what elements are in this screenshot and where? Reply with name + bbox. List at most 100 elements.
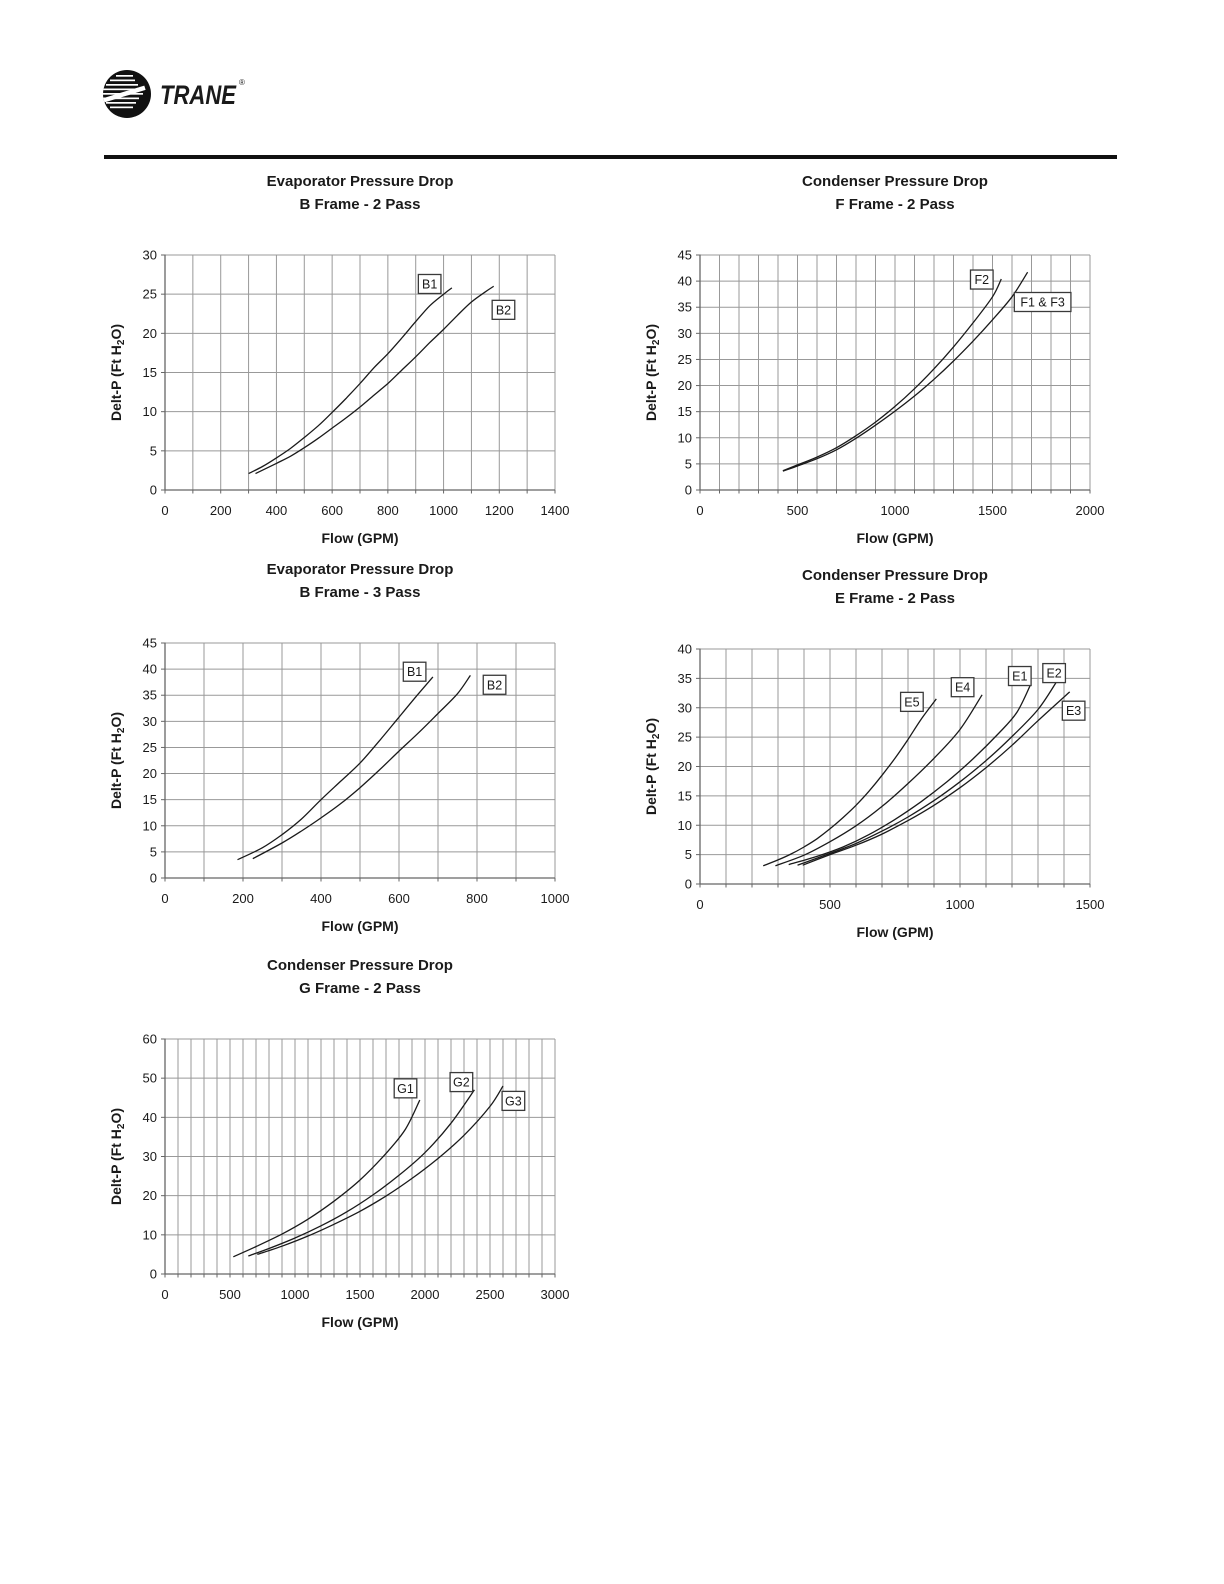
y-tick-label: 10: [143, 404, 157, 419]
curve-label-box-G1: [393, 1078, 418, 1099]
x-tick-label: 1000: [541, 891, 570, 906]
curve-label-box-E5: [899, 691, 924, 713]
chart-subtitle: F Frame - 2 Pass: [835, 196, 954, 213]
y-axis-title: Delt-P (Ft H2O): [643, 324, 662, 421]
curve-label-E4: E4: [955, 681, 970, 695]
y-tick-label: 30: [143, 248, 157, 263]
curve-E3: [802, 691, 1071, 866]
curve-label-G3: G3: [505, 1094, 522, 1108]
chart-condenser-e-frame-2-pass: 0 500 1000 1500 0 5 10 15 20 25 30 35 40 Condenser Pr…: [640, 557, 1110, 957]
curve-E2: [797, 681, 1058, 866]
chart-condenser-f-frame-2-pass: 0 500 1000 1500 2000 0 5 10 15 20 25 30 35 40 45 Conden…: [640, 163, 1110, 563]
y-tick-label: 40: [143, 662, 157, 677]
curve-label-box-B2: [482, 674, 507, 695]
chart-canvas-cond-g-2pass: 0 500 1000 1500 2000 2500 3000 0 10 20 30 40 50 60 Con…: [108, 957, 569, 1330]
y-tick-label: 5: [150, 844, 157, 859]
x-tick-label: 500: [819, 897, 841, 912]
chart-subtitle: B Frame - 2 Pass: [300, 196, 421, 213]
y-tick-label: 30: [678, 326, 692, 341]
curve-label-E2: E2: [1046, 667, 1061, 681]
y-tick-label: 50: [143, 1071, 157, 1086]
y-tick-label: 30: [143, 1149, 157, 1164]
y-tick-label: 5: [150, 443, 157, 458]
y-tick-label: 20: [143, 326, 157, 341]
curve-B2: [252, 675, 471, 860]
y-axis-title: Delt-P (Ft H2O): [643, 718, 662, 815]
x-tick-label: 800: [466, 891, 488, 906]
curve-label-G2: G2: [453, 1076, 470, 1090]
y-tick-label: 25: [678, 730, 692, 745]
y-tick-label: 60: [143, 1032, 157, 1047]
curve-label-box-E2: [1042, 662, 1067, 684]
curve-F1 & F3: [782, 271, 1029, 472]
y-tick-label: 35: [143, 688, 157, 703]
chart-title: Evaporator Pressure Drop: [267, 173, 454, 190]
curve-B2: [255, 285, 495, 475]
y-tick-label: 10: [143, 818, 157, 833]
y-tick-label: 40: [678, 274, 692, 289]
chart-condenser-g-frame-2-pass: 0 500 1000 1500 2000 2500 3000 0 10 20 30 40 50 60 Con…: [105, 947, 575, 1347]
y-tick-label: 20: [143, 766, 157, 781]
y-tick-label: 0: [685, 483, 692, 498]
curve-label-F2: F2: [974, 273, 989, 287]
y-tick-label: 15: [678, 788, 692, 803]
curve-G1: [233, 1099, 421, 1258]
x-tick-label: 0: [696, 897, 703, 912]
y-tick-label: 15: [143, 792, 157, 807]
curve-label-E1: E1: [1012, 670, 1027, 684]
chart-title: Condenser Pressure Drop: [802, 173, 988, 190]
x-axis-title: Flow (GPM): [322, 918, 399, 934]
y-tick-label: 15: [678, 404, 692, 419]
y-tick-label: 5: [685, 847, 692, 862]
x-tick-label: 600: [321, 503, 343, 518]
x-tick-label: 2000: [1076, 503, 1105, 518]
x-tick-label: 400: [310, 891, 332, 906]
y-tick-label: 35: [678, 300, 692, 315]
chart-canvas-cond-e-2pass: 0 500 1000 1500 0 5 10 15 20 25 30 35 40 Condenser Pr…: [643, 567, 1105, 940]
y-tick-label: 0: [685, 877, 692, 892]
curve-G3: [257, 1085, 504, 1256]
x-tick-label: 1500: [978, 503, 1007, 518]
header-rule: [104, 155, 1117, 159]
chart-canvas-evap-b-3pass: 0 200 400 600 800 1000 0 5 10 15 20 25 30 35 40 45 Evapo…: [108, 561, 570, 934]
x-axis-title: Flow (GPM): [857, 924, 934, 940]
y-axis-title: Delt-P (Ft H2O): [108, 712, 127, 809]
x-tick-label: 1500: [346, 1287, 375, 1302]
curve-G2: [248, 1089, 475, 1257]
x-axis-title: Flow (GPM): [322, 1314, 399, 1330]
logo-globe-stripes: [103, 75, 146, 109]
curve-label-box-B2: [491, 299, 516, 320]
curve-label-B2: B2: [496, 303, 511, 317]
y-tick-label: 30: [678, 700, 692, 715]
y-tick-label: 0: [150, 871, 157, 886]
y-tick-label: 25: [143, 287, 157, 302]
x-tick-label: 1500: [1076, 897, 1105, 912]
curve-label-E3: E3: [1066, 704, 1081, 718]
curve-label-B1: B1: [407, 665, 422, 679]
x-tick-label: 1000: [946, 897, 975, 912]
y-tick-label: 25: [678, 352, 692, 367]
curve-B1: [248, 287, 453, 475]
y-tick-label: 15: [143, 365, 157, 380]
curve-label-box-E4: [950, 677, 975, 698]
y-tick-label: 5: [685, 456, 692, 471]
chart-evaporator-b-frame-3-pass: 0 200 400 600 800 1000 0 5 10 15 20 25 30 35 40 45 Evapo…: [105, 551, 575, 951]
curve-label-E5: E5: [904, 695, 919, 709]
chart-subtitle: G Frame - 2 Pass: [299, 980, 421, 997]
x-tick-label: 1400: [541, 503, 570, 518]
x-axis-title: Flow (GPM): [857, 530, 934, 546]
x-tick-label: 1200: [485, 503, 514, 518]
y-tick-label: 0: [150, 483, 157, 498]
x-tick-label: 200: [210, 503, 232, 518]
x-tick-label: 400: [266, 503, 288, 518]
curve-label-B1: B1: [422, 277, 437, 291]
x-tick-label: 200: [232, 891, 254, 906]
x-tick-label: 0: [161, 891, 168, 906]
x-tick-label: 0: [696, 503, 703, 518]
curve-label-box-B1: [417, 273, 442, 295]
y-axis-title: Delt-P (Ft H2O): [108, 1108, 127, 1205]
x-tick-label: 1000: [429, 503, 458, 518]
curve-label-box-G3: [501, 1090, 526, 1112]
y-tick-label: 10: [143, 1227, 157, 1242]
chart-title: Condenser Pressure Drop: [802, 567, 988, 584]
